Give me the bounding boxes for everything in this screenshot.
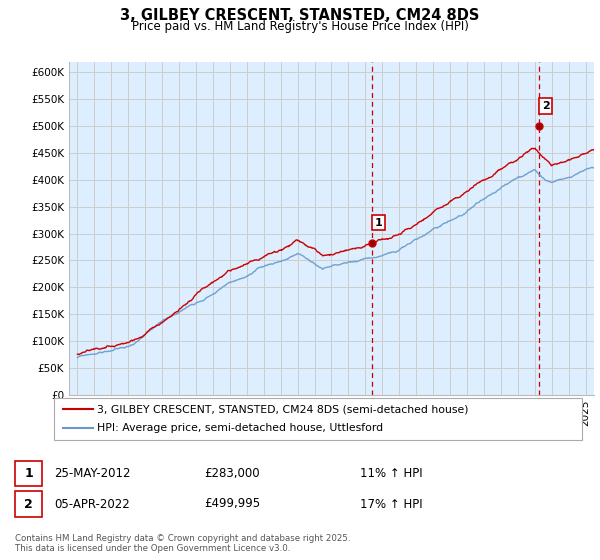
Text: 11% ↑ HPI: 11% ↑ HPI [360,466,422,480]
Text: 1: 1 [24,466,33,480]
Text: HPI: Average price, semi-detached house, Uttlesford: HPI: Average price, semi-detached house,… [97,423,383,433]
Text: Contains HM Land Registry data © Crown copyright and database right 2025.
This d: Contains HM Land Registry data © Crown c… [15,534,350,553]
Text: 3, GILBEY CRESCENT, STANSTED, CM24 8DS (semi-detached house): 3, GILBEY CRESCENT, STANSTED, CM24 8DS (… [97,404,469,414]
Text: 25-MAY-2012: 25-MAY-2012 [54,466,131,480]
Text: 2: 2 [24,497,33,511]
Text: 3, GILBEY CRESCENT, STANSTED, CM24 8DS: 3, GILBEY CRESCENT, STANSTED, CM24 8DS [121,8,479,24]
Text: 17% ↑ HPI: 17% ↑ HPI [360,497,422,511]
Text: £283,000: £283,000 [204,466,260,480]
Text: 1: 1 [374,218,382,228]
Text: Price paid vs. HM Land Registry's House Price Index (HPI): Price paid vs. HM Land Registry's House … [131,20,469,32]
Text: 2: 2 [542,101,550,111]
Text: 05-APR-2022: 05-APR-2022 [54,497,130,511]
Text: £499,995: £499,995 [204,497,260,511]
